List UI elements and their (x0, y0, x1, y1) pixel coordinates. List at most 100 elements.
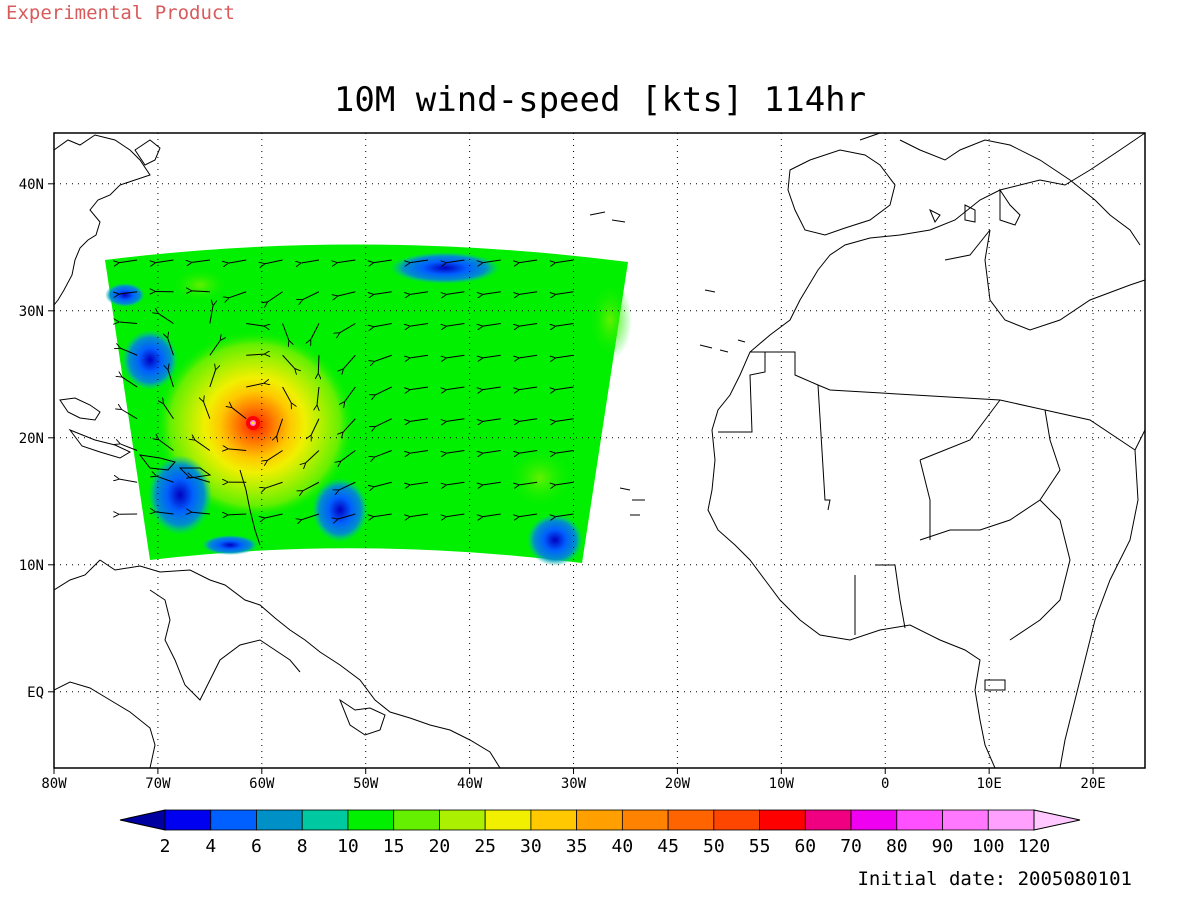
wind-arrow (282, 323, 289, 341)
lon-tick-label: 80W (41, 776, 67, 792)
colorbar-label: 90 (932, 836, 954, 857)
wind-arrow (168, 338, 174, 356)
colorbar-label: 55 (749, 836, 771, 857)
wind-arrow (303, 481, 320, 490)
wind-arrow (483, 481, 501, 485)
wind-arrow (157, 476, 174, 483)
wind-arrow (519, 386, 538, 390)
wind-arrow (345, 386, 356, 402)
wind-arrow (192, 259, 210, 262)
wind-arrow (483, 513, 501, 517)
chart-title: 10M wind-speed [kts] 114hr (333, 80, 867, 120)
wind-arrow (556, 386, 574, 390)
wind-arrow (204, 402, 211, 419)
wind-arrow (317, 386, 319, 405)
colorbar-min-arrow (119, 809, 166, 831)
wind-arrow (338, 513, 356, 519)
wind-arrow (303, 291, 320, 300)
lat-tick-label: EQ (27, 685, 44, 701)
wind-arrow (192, 291, 210, 292)
colorbar-label: 10 (337, 836, 359, 857)
wind-arrow (302, 513, 320, 520)
wind-arrow (209, 340, 220, 356)
wind-arrow (209, 370, 216, 388)
colorbar-swatch (942, 809, 989, 831)
wind-arrow (447, 291, 465, 295)
wind-arrow (410, 386, 429, 390)
colorbar-label: 8 (297, 836, 308, 857)
wind-arrow (120, 444, 138, 451)
wind-arrow (519, 450, 538, 454)
colorbar-label: 45 (657, 836, 679, 857)
colorbar-swatch (530, 809, 578, 831)
colorbar-label: 35 (566, 836, 588, 857)
wind-arrow (209, 306, 213, 324)
colorbar-swatch (393, 809, 440, 831)
watermark: Experimental Product (6, 2, 235, 24)
wind-arrow (229, 291, 247, 298)
wind-arrow (556, 354, 574, 358)
wind-arrow (410, 323, 429, 327)
wind-arrow (410, 481, 429, 485)
wind-arrow (301, 259, 320, 263)
colorbar-label: 70 (840, 836, 862, 857)
wind-arrow (228, 514, 247, 515)
wind-arrow (483, 450, 501, 454)
wind-arrow (374, 323, 392, 327)
wind-arrow (156, 259, 174, 263)
wind-arrow (556, 291, 574, 295)
colorbar-label: 4 (205, 836, 216, 857)
wind-arrow (374, 481, 392, 486)
wind-arrow (158, 314, 174, 324)
lon-tick-label: 30W (561, 776, 587, 792)
wind-arrow (447, 481, 465, 485)
wind-arrow (119, 259, 138, 263)
wind-arrow (121, 348, 138, 356)
colorbar-label: 40 (612, 836, 634, 857)
lon-tick-label: 20E (1080, 776, 1105, 792)
wind-arrow (265, 513, 283, 518)
colorbar-swatch (210, 809, 257, 831)
wind-arrow (282, 354, 295, 368)
wind-arrow (232, 408, 247, 420)
lon-tick-label: 60W (249, 776, 275, 792)
wind-field-features (105, 252, 632, 566)
wind-arrow (410, 354, 429, 358)
wind-arrow (195, 440, 211, 451)
axis-ticks: 80W 70W 60W 50W 40W 30W 20W 10W 0 10E 20E 40N 30N 20N… (19, 177, 1106, 792)
colorbar-label: 30 (520, 836, 542, 857)
lon-tick-label: 20W (665, 776, 691, 792)
wind-arrow (447, 513, 465, 517)
colorbar-swatch (164, 809, 212, 831)
wind-arrow (447, 418, 465, 422)
wind-arrow (374, 513, 392, 517)
wind-arrow (374, 291, 392, 295)
wind-arrow (410, 259, 429, 263)
wind-arrow (119, 291, 138, 294)
colorbar-label: 6 (251, 836, 262, 857)
lon-tick-label: 70W (145, 776, 171, 792)
wind-arrow (375, 418, 392, 427)
coastlines (54, 133, 1145, 768)
colorbar-swatch (576, 809, 623, 831)
colorbar-swatch (850, 809, 898, 831)
wind-arrow (556, 418, 574, 422)
wind-arrow (246, 323, 264, 327)
wind-arrow (556, 259, 574, 263)
colorbar-label: 50 (703, 836, 725, 857)
wind-arrow (447, 450, 465, 454)
initial-date: Initial date: 2005080101 (857, 868, 1132, 890)
wind-vectors (119, 259, 574, 520)
wind-arrow (119, 479, 138, 483)
colorbar-label: 60 (794, 836, 816, 857)
wind-arrow (277, 418, 284, 436)
wind-arrow (483, 354, 501, 358)
wind-arrow (246, 354, 264, 355)
colorbar-label: 80 (886, 836, 908, 857)
colorbar-swatch (987, 809, 1035, 831)
wind-arrow (159, 440, 174, 451)
wind-arrow (410, 513, 429, 517)
wind-arrow (556, 481, 574, 485)
wind-arrow (338, 291, 356, 296)
